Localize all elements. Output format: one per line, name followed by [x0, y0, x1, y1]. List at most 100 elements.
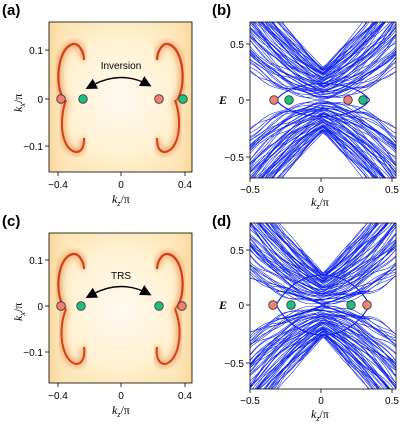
- band-line: [250, 316, 396, 372]
- band-line: [259, 122, 386, 178]
- band-line: [266, 223, 379, 279]
- band-line: [250, 321, 396, 376]
- band-line: [250, 60, 396, 100]
- band-line: [250, 57, 396, 97]
- weyl-point-green: [286, 300, 296, 310]
- band-line: [250, 112, 396, 178]
- band-line: [250, 223, 396, 287]
- band-line: [252, 22, 394, 82]
- band-line: [250, 268, 396, 304]
- band-line: [257, 328, 390, 389]
- xtick-label: 0.4: [178, 391, 192, 402]
- y-axis-label: E: [218, 93, 227, 107]
- band-line: [280, 22, 367, 69]
- band-line: [257, 223, 388, 281]
- fermi-arc-right-top: [155, 42, 184, 103]
- band-line: [250, 108, 396, 160]
- band-line: [250, 112, 396, 174]
- surface-state: [275, 304, 371, 336]
- panel-d-yticks: 0.5 0 −0.5: [224, 246, 250, 370]
- panel-c-xticks: −0.4 0 0.4: [48, 383, 192, 402]
- band-line: [250, 107, 396, 148]
- x-axis-label: kz/π: [112, 403, 130, 419]
- band-plot-frame: [249, 222, 397, 390]
- weyl-point-green: [358, 95, 368, 105]
- band-line: [250, 52, 396, 93]
- band-line: [250, 234, 396, 289]
- band-line: [250, 48, 396, 95]
- panel-d-xticks: −0.5 0 0.5: [240, 389, 399, 407]
- band-line: [250, 105, 396, 152]
- xtick-label: 0.4: [178, 180, 192, 191]
- band-line: [250, 107, 396, 150]
- ytick-label: 0: [37, 302, 43, 313]
- panel-d-label: (d): [212, 213, 231, 230]
- band-line: [255, 223, 390, 286]
- band-line: [270, 223, 378, 277]
- ytick-label: −0.5: [224, 153, 244, 164]
- band-line: [250, 66, 396, 99]
- xtick-label: −0.4: [48, 391, 68, 402]
- surface-state: [275, 83, 371, 101]
- panel-a-yticks: 0.1 0 −0.1: [23, 46, 49, 153]
- band-lines: [250, 223, 396, 389]
- band-line: [250, 266, 396, 301]
- weyl-point-green: [76, 301, 86, 311]
- panel-a-label: (a): [2, 2, 20, 19]
- band-line: [250, 315, 396, 368]
- band-line: [250, 312, 396, 355]
- band-line: [250, 223, 396, 292]
- band-line: [250, 101, 396, 134]
- band-line: [278, 130, 368, 178]
- band-line: [261, 223, 389, 279]
- panel-b-yticks: 0.5 0 −0.5: [224, 40, 250, 164]
- band-line: [250, 223, 396, 288]
- band-line: [250, 309, 396, 344]
- surface-state: [275, 99, 371, 117]
- fermi-arc-right-bottom: [156, 99, 181, 154]
- weyl-point-green: [346, 300, 356, 310]
- map-frame: [48, 21, 193, 173]
- band-line: [262, 119, 384, 178]
- band-line: [250, 317, 396, 373]
- band-line: [258, 223, 388, 283]
- x-axis-label: kz/π: [311, 407, 329, 423]
- band-line: [264, 223, 383, 280]
- fermi-arc-left-bottom: [60, 308, 86, 366]
- panel-b: (b) 0.5 0 −0.5 −0.5 0 0.5 kz/π E: [212, 2, 399, 211]
- band-line: [259, 22, 386, 78]
- fermi-arc-right-top: [155, 252, 184, 310]
- panel-c-yticks: 0.1 0 −0.1: [23, 256, 49, 359]
- weyl-point-red: [154, 94, 164, 104]
- fermi-arc-left-bottom: [60, 99, 85, 154]
- panel-b-label: (b): [212, 2, 231, 19]
- map-side-shading: [49, 233, 192, 383]
- band-line: [250, 275, 396, 305]
- band-line: [250, 313, 396, 366]
- ytick-label: 0: [37, 95, 43, 106]
- band-line: [276, 129, 370, 178]
- weyl-point-green: [78, 94, 88, 104]
- band-line: [281, 132, 364, 178]
- band-line: [256, 22, 391, 76]
- band-line: [250, 40, 396, 92]
- x-axis-label: kz/π: [311, 195, 329, 211]
- band-line: [250, 268, 396, 302]
- band-line: [250, 255, 396, 298]
- ytick-label: 0.5: [230, 246, 244, 257]
- weyl-point-red: [56, 94, 66, 104]
- band-line: [258, 331, 390, 389]
- band-line: [260, 22, 384, 76]
- band-line: [250, 34, 396, 91]
- band-line: [256, 124, 391, 178]
- band-line: [250, 244, 396, 297]
- ytick-label: −0.1: [23, 348, 43, 359]
- y-axis-label: kx/π: [11, 94, 27, 112]
- band-line: [250, 308, 396, 342]
- trs-arrow: [85, 285, 152, 298]
- band-line: [250, 51, 396, 93]
- band-line: [264, 331, 380, 389]
- band-line: [278, 22, 368, 70]
- band-line: [250, 226, 396, 291]
- band-line: [250, 237, 396, 293]
